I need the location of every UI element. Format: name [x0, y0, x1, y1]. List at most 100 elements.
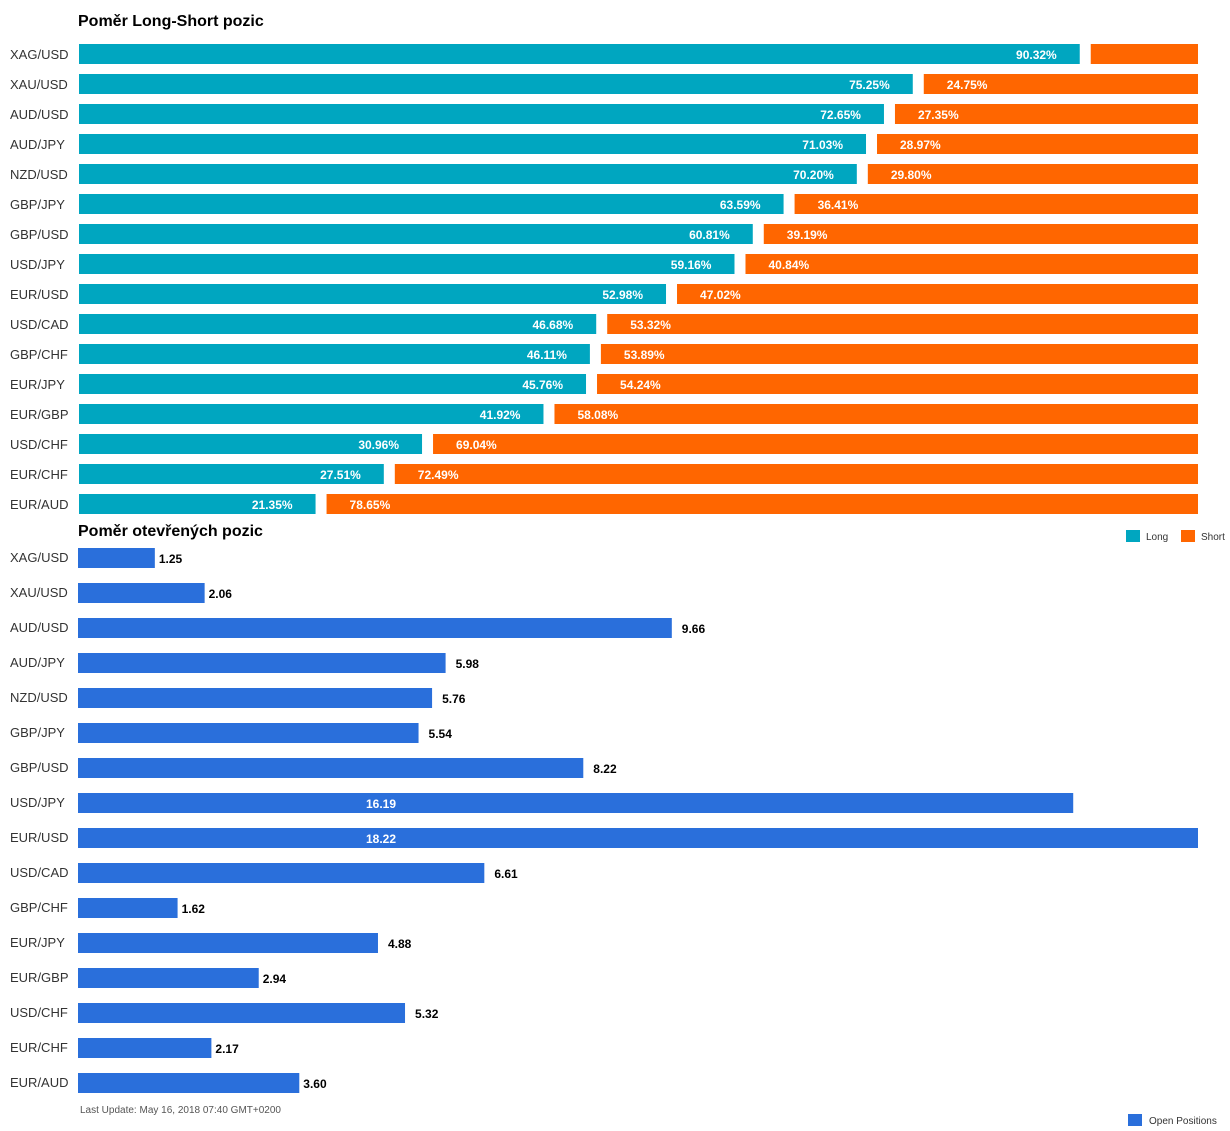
legend-swatch-long — [1126, 530, 1140, 542]
data-label-long-eur-aud: 21.35% — [252, 498, 293, 512]
legend-swatch-short — [1181, 530, 1195, 542]
bar-short-gbp-usd — [763, 224, 1198, 244]
data-label-short-gbp-usd: 39.19% — [787, 228, 828, 242]
bar-short-usd-chf — [433, 434, 1198, 454]
data-label-open-positions-xag-usd: 1.25 — [159, 552, 183, 566]
bar-long-usd-chf — [79, 434, 423, 454]
data-label-long-nzd-usd: 70.20% — [793, 168, 834, 182]
data-label-short-nzd-usd: 29.80% — [891, 168, 932, 182]
category-label-gbp-jpy: GBP/JPY — [10, 197, 65, 212]
bar-short-usd-jpy — [745, 254, 1198, 274]
data-label-short-usd-chf: 69.04% — [456, 438, 497, 452]
data-label-short-usd-jpy: 40.84% — [768, 258, 809, 272]
data-label-short-usd-cad: 53.32% — [630, 318, 671, 332]
data-label-open-positions-usd-cad: 6.61 — [494, 867, 518, 881]
legend-label-short: Short — [1201, 532, 1225, 543]
bar-long-eur-usd — [79, 284, 667, 304]
data-label-short-aud-jpy: 28.97% — [900, 138, 941, 152]
bar-short-gbp-jpy — [794, 194, 1198, 214]
category-label-usd-jpy: USD/JPY — [10, 795, 65, 810]
bar-long-xau-usd — [79, 74, 913, 94]
bar-long-eur-chf — [79, 464, 384, 484]
bar-long-aud-jpy — [79, 134, 867, 154]
bar-long-eur-aud — [79, 494, 316, 514]
data-label-long-gbp-chf: 46.11% — [527, 348, 567, 362]
bar-open-positions-usd-cad — [78, 863, 485, 883]
category-label-nzd-usd: NZD/USD — [10, 690, 68, 705]
legend-open-positions: Open Positions — [1128, 1114, 1217, 1127]
category-label-eur-usd: EUR/USD — [10, 830, 69, 845]
bar-open-positions-xau-usd — [78, 583, 205, 603]
category-label-eur-aud: EUR/AUD — [10, 1075, 69, 1090]
bar-long-usd-jpy — [79, 254, 735, 274]
data-label-open-positions-nzd-usd: 5.76 — [442, 692, 466, 706]
legend-swatch-open-positions — [1128, 1114, 1142, 1126]
data-label-long-eur-chf: 27.51% — [320, 468, 361, 482]
data-label-long-aud-usd: 72.65% — [820, 108, 861, 122]
data-label-open-positions-aud-usd: 9.66 — [682, 622, 706, 636]
data-label-open-positions-gbp-chf: 1.62 — [182, 902, 206, 916]
category-label-nzd-usd: NZD/USD — [10, 167, 68, 182]
bar-long-aud-usd — [79, 104, 884, 124]
bar-open-positions-usd-jpy — [78, 793, 1074, 813]
bar-long-gbp-jpy — [79, 194, 784, 214]
category-label-eur-jpy: EUR/JPY — [10, 377, 65, 392]
bar-open-positions-nzd-usd — [78, 688, 433, 708]
bar-open-positions-aud-jpy — [78, 653, 446, 673]
category-label-eur-jpy: EUR/JPY — [10, 935, 65, 950]
category-label-aud-usd: AUD/USD — [10, 107, 69, 122]
bar-short-eur-gbp — [554, 404, 1198, 424]
data-label-short-eur-chf: 72.49% — [418, 468, 459, 482]
chart-title-long-short: Poměr Long-Short pozic — [78, 13, 264, 30]
bar-open-positions-eur-usd — [78, 828, 1198, 848]
data-label-short-gbp-jpy: 36.41% — [818, 198, 859, 212]
data-label-open-positions-eur-usd: 18.22 — [366, 832, 396, 846]
bar-long-xag-usd — [79, 44, 1080, 64]
data-label-short-eur-gbp: 58.08% — [577, 408, 618, 422]
bar-long-eur-gbp — [79, 404, 544, 424]
data-label-long-eur-jpy: 45.76% — [522, 378, 563, 392]
bar-short-usd-cad — [607, 314, 1198, 334]
bar-open-positions-gbp-chf — [78, 898, 178, 918]
data-label-long-gbp-jpy: 63.59% — [720, 198, 761, 212]
legend-label-long: Long — [1146, 532, 1168, 543]
category-label-gbp-usd: GBP/USD — [10, 760, 69, 775]
data-label-open-positions-gbp-usd: 8.22 — [593, 762, 617, 776]
bar-short-eur-chf — [394, 464, 1198, 484]
bar-short-eur-usd — [677, 284, 1198, 304]
data-label-short-xau-usd: 24.75% — [947, 78, 988, 92]
bar-open-positions-eur-chf — [78, 1038, 212, 1058]
data-label-long-xag-usd: 90.32% — [1016, 48, 1057, 62]
bar-long-gbp-usd — [79, 224, 753, 244]
bar-short-gbp-chf — [600, 344, 1198, 364]
data-label-long-usd-cad: 46.68% — [533, 318, 574, 332]
data-label-open-positions-usd-jpy: 16.19 — [366, 797, 396, 811]
category-label-aud-jpy: AUD/JPY — [10, 655, 65, 670]
chart-title-open-positions: Poměr otevřených pozic — [78, 523, 263, 540]
category-label-eur-chf: EUR/CHF — [10, 467, 68, 482]
category-label-usd-chf: USD/CHF — [10, 1005, 68, 1020]
data-label-short-gbp-chf: 53.89% — [624, 348, 665, 362]
data-label-open-positions-gbp-jpy: 5.54 — [429, 727, 453, 741]
bar-open-positions-aud-usd — [78, 618, 672, 638]
category-label-eur-gbp: EUR/GBP — [10, 970, 69, 985]
bar-open-positions-usd-chf — [78, 1003, 406, 1023]
data-label-long-eur-gbp: 41.92% — [480, 408, 521, 422]
category-label-eur-chf: EUR/CHF — [10, 1040, 68, 1055]
long-short-chart: XAG/USD 90.32% XAU/USD 75.25% 24.75% AUD/USD 7… — [10, 44, 1199, 514]
data-label-open-positions-eur-chf: 2.17 — [215, 1042, 239, 1056]
category-label-gbp-jpy: GBP/JPY — [10, 725, 65, 740]
bar-short-eur-aud — [326, 494, 1199, 514]
data-label-open-positions-eur-jpy: 4.88 — [388, 937, 412, 951]
bar-short-xau-usd — [923, 74, 1198, 94]
data-label-long-aud-jpy: 71.03% — [802, 138, 843, 152]
data-label-long-gbp-usd: 60.81% — [689, 228, 730, 242]
category-label-gbp-chf: GBP/CHF — [10, 900, 68, 915]
category-label-gbp-usd: GBP/USD — [10, 227, 69, 242]
category-label-xag-usd: XAG/USD — [10, 47, 69, 62]
data-label-short-eur-jpy: 54.24% — [620, 378, 661, 392]
open-positions-chart: XAG/USD 1.25 XAU/USD 2.06 AUD/USD 9.66 AUD/JPY… — [10, 548, 1198, 1093]
category-label-aud-jpy: AUD/JPY — [10, 137, 65, 152]
category-label-aud-usd: AUD/USD — [10, 620, 69, 635]
data-label-long-xau-usd: 75.25% — [849, 78, 890, 92]
